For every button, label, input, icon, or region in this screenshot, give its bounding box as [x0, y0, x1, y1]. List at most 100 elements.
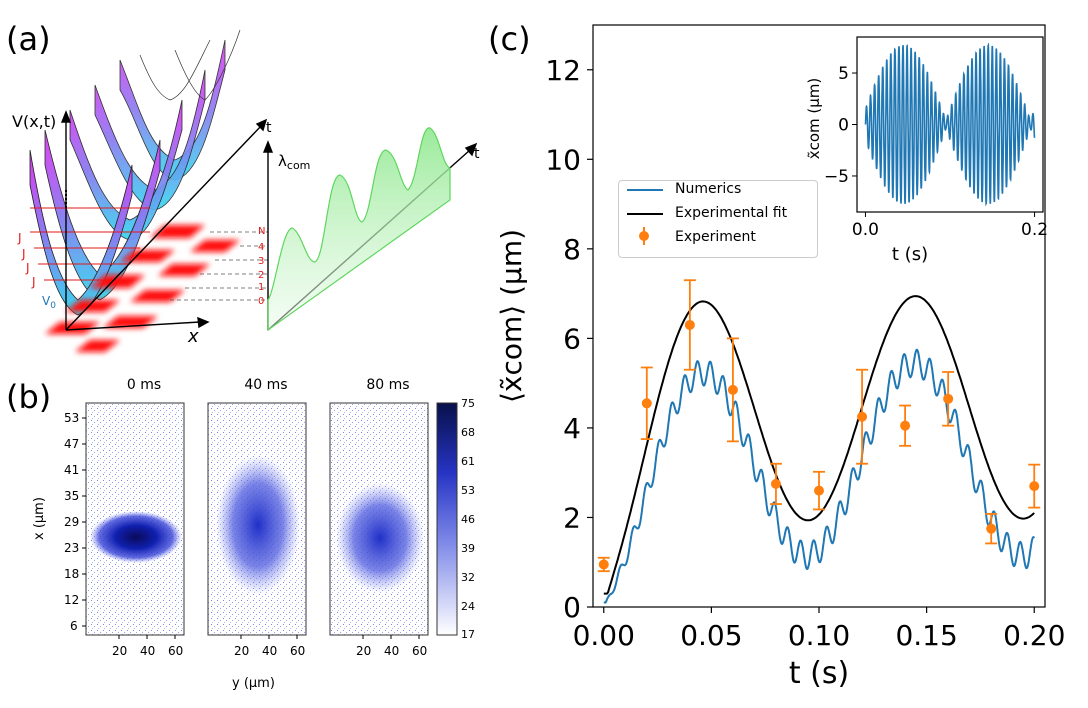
inset-ytick-label: 5	[838, 64, 849, 84]
legend-numerics-label: Numerics	[675, 181, 742, 197]
panel-c-label: (c)	[488, 20, 531, 58]
experiment-point	[641, 398, 652, 409]
experiment-point	[814, 485, 824, 496]
panel-b-images	[82, 402, 458, 639]
b-ytick-53: 53	[64, 411, 80, 425]
experiment-point	[857, 411, 868, 422]
b-ytick-6: 6	[70, 619, 78, 633]
b-ylabel: x (μm)	[32, 497, 47, 540]
legend-fit-label: Experimental fit	[675, 205, 788, 221]
svg-text:J: J	[21, 247, 26, 261]
cbar-tick-46: 46	[461, 513, 475, 526]
main-xtick-label: 0.15	[895, 619, 957, 652]
colorbar	[436, 402, 458, 636]
main-xtick-label: 0.20	[1003, 619, 1065, 652]
numerics-curve	[603, 348, 1036, 604]
inset-xtick-label: 0.2	[1021, 220, 1048, 240]
legend-fit-swatch	[627, 213, 663, 215]
experiment-point	[684, 319, 695, 330]
b-ytick-47: 47	[64, 437, 80, 451]
inset-xlabel: t (s)	[892, 244, 928, 265]
fit-curve	[603, 295, 1035, 595]
potential-surface	[29, 29, 241, 316]
b-ytick-18: 18	[64, 567, 80, 581]
cbar-tick-53: 53	[461, 484, 475, 497]
b-ytick-35: 35	[64, 489, 80, 503]
b3-xtick-40: 40	[384, 644, 400, 658]
b-ytick-23: 23	[64, 541, 80, 555]
experiment-point	[986, 523, 997, 534]
main-ylabel: ⟨x̃com⟩ (μm)	[495, 229, 528, 403]
main-xlabel: t (s)	[789, 656, 849, 691]
b2-xtick-60: 60	[290, 644, 306, 658]
inset-xtick-label: 0.0	[852, 220, 879, 240]
svg-text:J: J	[31, 275, 36, 289]
svg-text:J: J	[17, 231, 22, 245]
inset-ytick-label: 0	[838, 116, 849, 136]
image-0ms	[85, 402, 185, 636]
potential-label: V(x,t)	[12, 112, 56, 131]
inset-curve	[864, 42, 1036, 207]
cbar-tick-24: 24	[461, 600, 475, 613]
image-title-0ms: 0 ms	[126, 377, 162, 393]
experiment-point	[598, 559, 609, 570]
b1-xtick-20: 20	[112, 644, 128, 658]
t-axis-label: t	[266, 120, 272, 136]
experiment-point	[770, 478, 781, 489]
cbar-tick-61: 61	[461, 455, 475, 468]
cbar-tick-32: 32	[461, 571, 475, 584]
cbar-tick-17: 17	[461, 628, 475, 641]
image-title-80ms: 80 ms	[366, 377, 410, 393]
main-ytick-label: 4	[563, 412, 581, 445]
main-ytick-label: 2	[563, 501, 581, 534]
b3-xtick-20: 20	[356, 644, 372, 658]
cbar-tick-39: 39	[461, 542, 475, 555]
main-xtick-label: 0.05	[680, 619, 742, 652]
b-ytick-12: 12	[64, 593, 80, 607]
svg-text:0: 0	[258, 296, 264, 307]
image-80ms	[329, 402, 429, 636]
b-ytick-29: 29	[64, 515, 80, 529]
svg-text:4: 4	[258, 242, 264, 253]
cbar-tick-68: 68	[461, 426, 475, 439]
level-connectors	[170, 231, 268, 301]
energy-levels	[30, 207, 150, 281]
b-xlabel: y (μm)	[232, 676, 275, 691]
b2-xtick-20: 20	[234, 644, 250, 658]
main-ytick-label: 8	[563, 233, 581, 266]
b1-xtick-60: 60	[168, 644, 184, 658]
main-xtick-label: 0.10	[788, 619, 850, 652]
svg-text:1: 1	[258, 282, 264, 293]
panel-b-label: (b)	[6, 378, 52, 416]
legend-numerics-swatch	[627, 189, 663, 191]
hopping-labels: J J J J	[17, 231, 36, 289]
main-ytick-label: 6	[563, 322, 581, 355]
t-axis-right-label: t	[474, 146, 480, 162]
b-yticks	[82, 417, 86, 627]
inset-ytick-label: −5	[824, 167, 849, 187]
svg-text:2: 2	[258, 270, 264, 281]
b3-xtick-60: 60	[412, 644, 428, 658]
main-ytick-label: 0	[563, 591, 581, 624]
b1-xtick-40: 40	[140, 644, 156, 658]
experiment-point	[900, 420, 911, 431]
experiment-point	[1029, 481, 1040, 492]
b2-xtick-40: 40	[262, 644, 278, 658]
panel-a-schematic: V(x,t) t x λcom t J J J J V0 N 4 3 2 1 0	[12, 29, 480, 352]
inset-ylabel: x̃com (μm)	[805, 78, 823, 160]
svg-text:J: J	[25, 261, 30, 275]
experiment-point	[727, 384, 738, 395]
v0-label: V0	[42, 294, 56, 311]
svg-text:N: N	[258, 226, 265, 237]
level-index-labels: N 4 3 2 1 0	[258, 226, 265, 307]
cbar-tick-75: 75	[461, 397, 475, 410]
legend: Numerics Experimental fit Experiment	[618, 180, 818, 258]
main-ytick-label: 12	[545, 54, 581, 87]
main-xtick-label: 0.00	[573, 619, 635, 652]
panel-a-label: (a)	[6, 20, 51, 58]
experiment-point	[943, 393, 954, 404]
x-axis-label: x	[187, 326, 199, 347]
b-ytick-41: 41	[64, 463, 80, 477]
svg-text:3: 3	[258, 256, 264, 267]
